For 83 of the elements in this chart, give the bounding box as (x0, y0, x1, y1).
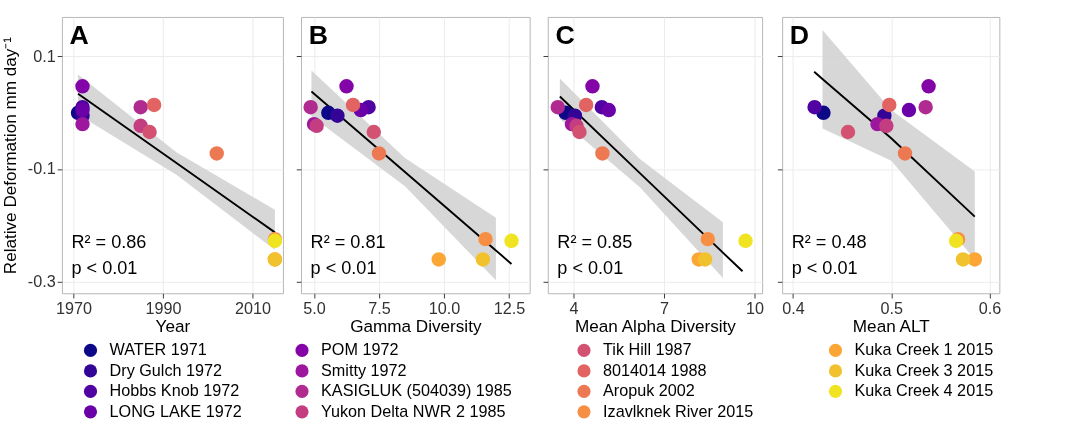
point (967, 252, 983, 267)
annotation: p < 0.01 (557, 258, 624, 279)
point (697, 252, 713, 267)
point (601, 102, 616, 118)
point (478, 231, 493, 247)
point (595, 146, 610, 161)
point (504, 233, 519, 249)
point (550, 99, 565, 115)
legend-label: 8014014 1988 (603, 360, 707, 379)
point (807, 99, 822, 115)
point (738, 233, 753, 249)
annotation: R² = 0.48 (791, 231, 867, 252)
x-tick-label: 7 (659, 298, 670, 317)
point (700, 231, 716, 247)
y-tick-label: -0.3 (27, 272, 56, 291)
y-tick-label: 0.1 (33, 46, 56, 65)
point (475, 252, 491, 267)
annotation: D (789, 19, 810, 50)
point (901, 102, 917, 118)
annotation: p < 0.01 (791, 258, 858, 279)
legend-label: Kuka Creek 3 2015 (854, 360, 994, 379)
legend-label: Kuka Creek 4 2015 (854, 381, 994, 400)
legend-label: Aropuk 2002 (603, 381, 695, 400)
point (75, 116, 90, 132)
point (146, 97, 162, 113)
x-tick-label: 2010 (234, 298, 272, 317)
x-axis-title: Year (155, 315, 191, 336)
point (75, 79, 90, 94)
legend-label: POM 1972 (321, 340, 399, 359)
x-axis-title: Gamma Diversity (350, 315, 482, 336)
legend-label: Yukon Delta NWR 2 1985 (321, 401, 506, 420)
x-tick-label: 1990 (145, 298, 182, 317)
x-tick-label: 10 (746, 298, 765, 317)
annotation: B (308, 19, 328, 50)
legend-label: Smitty 1972 (321, 360, 407, 379)
point (142, 124, 157, 140)
legend-label: Dry Gulch 1972 (109, 360, 223, 379)
point (572, 124, 587, 140)
point (918, 99, 933, 115)
x-tick-label: 4 (569, 298, 579, 317)
legend-label: Hobbs Knob 1972 (109, 381, 240, 400)
point (578, 97, 594, 113)
legend-label: Izavlknek River 2015 (603, 401, 754, 420)
point (431, 252, 446, 267)
annotation: R² = 0.86 (71, 231, 147, 252)
annotation: C (555, 19, 575, 50)
annotation: A (69, 19, 89, 50)
point (897, 146, 913, 161)
point (882, 97, 897, 113)
point (921, 79, 936, 94)
legend-label: KASIGLUK (504039) 1985 (321, 381, 512, 400)
point (879, 118, 894, 134)
x-tick-label: 0.4 (782, 298, 805, 317)
legend-label: Tik Hill 1987 (603, 340, 692, 359)
x-tick-label: 7.5 (368, 298, 391, 317)
annotation: R² = 0.85 (557, 231, 633, 252)
point (955, 252, 971, 267)
x-axis-title: Mean ALT (852, 315, 931, 336)
legend-label: WATER 1971 (109, 340, 207, 359)
x-tick-label: 10.0 (428, 298, 461, 317)
annotation: p < 0.01 (310, 258, 377, 279)
y-axis-title: Relative Deformation mm day⁻¹ (0, 36, 21, 275)
point (303, 99, 318, 115)
point (371, 146, 387, 161)
annotation: R² = 0.81 (310, 231, 386, 252)
y-tick-label: -0.1 (27, 159, 56, 178)
x-tick-label: 0.6 (978, 298, 1002, 317)
point (585, 79, 600, 94)
point (330, 108, 345, 123)
legend-label: LONG LAKE 1972 (109, 401, 242, 420)
x-tick-label: 1970 (56, 298, 93, 317)
point (209, 146, 224, 161)
x-tick-label: 5.0 (303, 298, 326, 317)
point (840, 124, 856, 140)
x-tick-label: 12.5 (493, 298, 526, 317)
point (339, 79, 354, 94)
point (345, 97, 361, 113)
legend-label: Kuka Creek 1 2015 (854, 340, 994, 359)
x-tick-label: 0.5 (880, 298, 903, 317)
point (366, 124, 382, 140)
annotation: p < 0.01 (71, 258, 138, 279)
point (133, 99, 148, 115)
x-axis-title: Mean Alpha Diversity (575, 315, 737, 336)
